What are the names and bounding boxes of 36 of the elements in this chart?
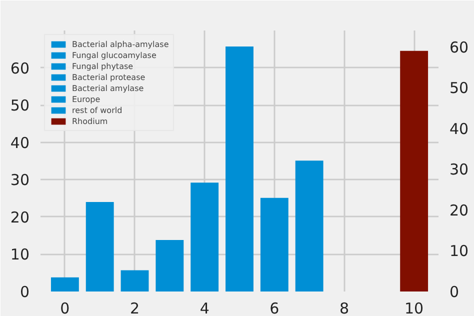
bar	[120, 270, 149, 292]
x-tick-label: 4	[200, 300, 210, 316]
x-tick-label: 2	[130, 300, 140, 316]
y2-tick-label: 30	[450, 160, 469, 179]
legend-label: Fungal phytase	[72, 61, 134, 71]
x-tick-label: 6	[270, 300, 280, 316]
y2-tick-label: 50	[450, 79, 469, 98]
x-tick-label: 8	[339, 300, 350, 316]
y-tick-label: 30	[10, 171, 30, 190]
bar	[156, 240, 184, 292]
y-tick-label: 0	[20, 283, 30, 301]
legend-label: Bacterial alpha-amylase	[72, 39, 169, 49]
y2-tick-label: 10	[450, 242, 469, 260]
y2-tick-label: 0	[450, 283, 460, 301]
bar	[260, 198, 288, 292]
bar	[295, 160, 324, 292]
bar	[226, 46, 254, 292]
legend-label: Bacterial amylase	[72, 83, 144, 93]
x-tick-label: 0	[60, 300, 70, 316]
bar	[86, 202, 114, 292]
y-tick-label: 50	[10, 96, 30, 115]
legend-label: Fungal glucoamylase	[72, 50, 156, 60]
y2-tick-label: 40	[450, 120, 469, 138]
bar	[190, 182, 219, 292]
y-tick-label: 10	[10, 246, 30, 264]
legend-label: Bacterial protease	[72, 72, 146, 82]
x-tick-label: 10	[404, 300, 424, 316]
y2-tick-label: 20	[450, 201, 469, 220]
y-tick-label: 60	[10, 59, 30, 78]
legend-label: Europe	[72, 94, 100, 104]
bar	[50, 277, 79, 292]
y-tick-label: 40	[10, 134, 30, 152]
legend-label: Rhodium	[72, 116, 108, 126]
y2-tick-label: 60	[450, 38, 469, 56]
legend-label: rest of world	[72, 105, 122, 115]
y-tick-label: 20	[10, 208, 30, 226]
